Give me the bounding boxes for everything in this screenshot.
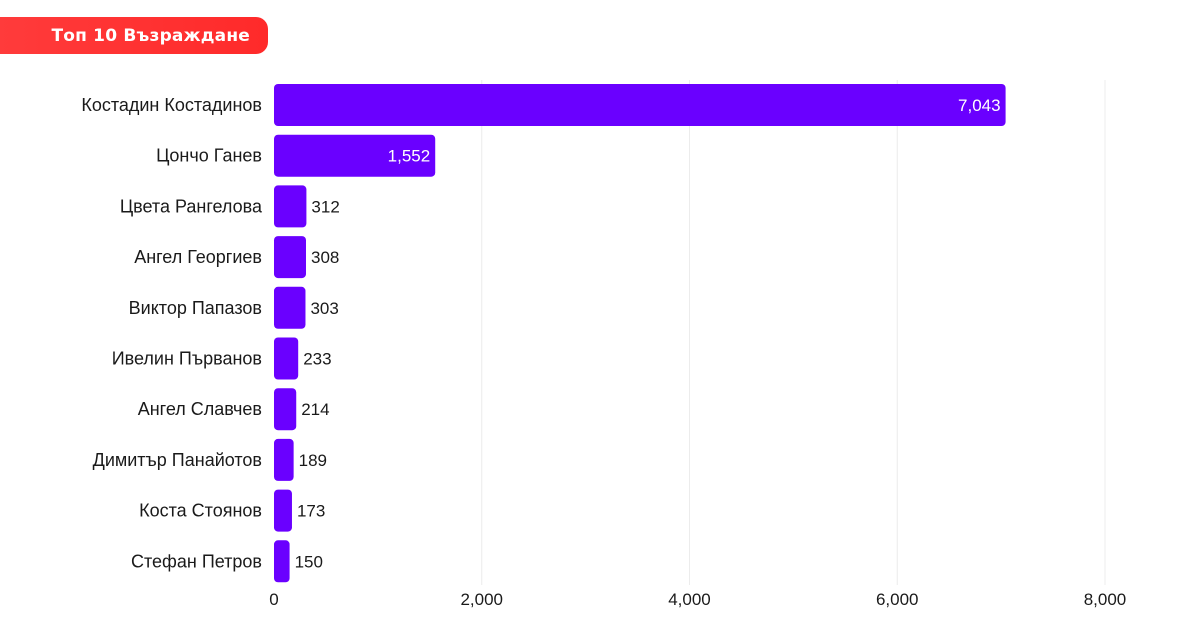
category-label: Ангел Славчев <box>138 399 262 419</box>
category-label: Виктор Папазов <box>129 298 262 318</box>
category-label: Стефан Петров <box>131 551 262 571</box>
chart-title-badge: Топ 10 Възраждане <box>0 17 268 54</box>
category-label: Коста Стоянов <box>139 501 262 521</box>
bar <box>274 286 306 329</box>
data-label: 214 <box>301 400 329 419</box>
data-label: 303 <box>310 299 338 318</box>
data-label: 312 <box>311 197 339 216</box>
chart-title: Топ 10 Възраждане <box>51 25 250 46</box>
bar <box>274 134 436 177</box>
data-label: 1,552 <box>388 147 431 166</box>
category-label: Ивелин Първанов <box>112 349 262 369</box>
bar <box>274 388 297 431</box>
data-label: 173 <box>297 502 325 521</box>
data-label: 150 <box>295 552 323 571</box>
bar <box>274 489 292 532</box>
category-label: Цвета Рангелова <box>120 196 263 216</box>
x-tick-label: 2,000 <box>460 590 503 609</box>
bar <box>274 84 1006 126</box>
bar <box>274 337 299 380</box>
bar <box>274 236 306 279</box>
x-tick-label: 6,000 <box>876 590 919 609</box>
x-tick-label: 8,000 <box>1084 590 1127 609</box>
bar <box>274 185 307 228</box>
data-label: 233 <box>303 350 331 369</box>
bar <box>274 438 294 481</box>
x-tick-label: 4,000 <box>668 590 711 609</box>
category-label: Димитър Панайотов <box>93 450 262 470</box>
category-label: Ангел Георгиев <box>134 247 262 267</box>
category-label: Цончо Ганев <box>156 146 262 166</box>
data-label: 308 <box>311 248 339 267</box>
data-label: 7,043 <box>958 96 1001 115</box>
category-label: Костадин Костадинов <box>81 95 262 115</box>
x-tick-label: 0 <box>269 590 278 609</box>
bar <box>274 540 290 583</box>
data-label: 189 <box>299 451 327 470</box>
